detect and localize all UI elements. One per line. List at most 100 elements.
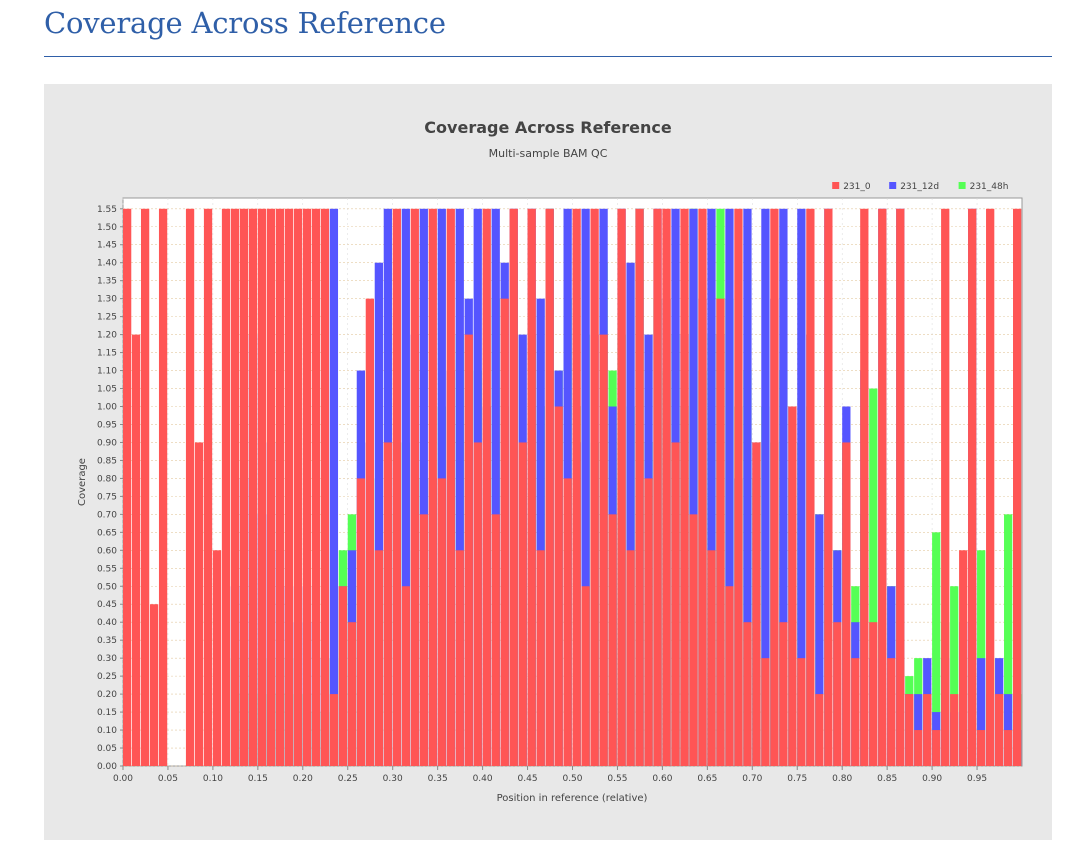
series-bar xyxy=(482,208,491,767)
series-bar xyxy=(1013,208,1022,767)
series-bar xyxy=(464,334,473,766)
series-bar xyxy=(950,586,959,766)
series-bar xyxy=(536,298,545,766)
series-bar xyxy=(581,208,590,767)
x-tick-label: 0.35 xyxy=(428,774,448,784)
y-tick-label: 0.65 xyxy=(97,528,117,538)
y-axis-label: Coverage xyxy=(77,458,88,506)
series-bar xyxy=(563,478,572,766)
series-bar xyxy=(455,208,464,767)
series-bar xyxy=(842,442,851,766)
x-axis: 0.00 0.05 0.10 0.15 0.20 0.25 0.30 0.35 0.40 0.45… xyxy=(113,766,987,784)
series-bar xyxy=(887,658,896,766)
y-tick-label: 0.05 xyxy=(97,744,117,754)
x-tick-label: 0.00 xyxy=(113,774,133,784)
series-bar xyxy=(383,442,392,766)
series-bar xyxy=(230,208,240,767)
y-tick-label: 0.25 xyxy=(97,672,117,682)
y-tick-label: 0.20 xyxy=(97,690,117,700)
y-tick-label: 0.00 xyxy=(97,762,117,772)
series-bar xyxy=(824,208,833,767)
series-bar xyxy=(491,208,500,767)
series-bar xyxy=(419,208,428,767)
series-bar xyxy=(446,208,455,767)
series-bar xyxy=(662,208,671,767)
series-bar xyxy=(689,208,698,767)
y-tick-label: 0.85 xyxy=(97,456,117,466)
series-bar xyxy=(401,208,410,767)
series-bar xyxy=(617,208,626,767)
x-tick-label: 0.20 xyxy=(293,774,313,784)
x-tick-label: 0.15 xyxy=(248,774,268,784)
series-bar xyxy=(320,208,330,767)
x-tick-label: 0.80 xyxy=(832,774,852,784)
legend-label: 231_0 xyxy=(843,182,871,192)
x-tick-label: 0.95 xyxy=(967,774,987,784)
series-bar xyxy=(869,622,878,766)
series-bar xyxy=(914,730,923,766)
series-bar xyxy=(1004,514,1013,766)
series-bar xyxy=(275,208,285,767)
y-tick-label: 0.90 xyxy=(97,438,117,448)
series-bar xyxy=(185,208,195,767)
series-bar xyxy=(977,730,986,766)
x-tick-label: 0.25 xyxy=(338,774,358,784)
chart-panel: Coverage Across Reference Multi-sample B… xyxy=(44,84,1052,840)
series-bar xyxy=(626,550,635,766)
series-bar xyxy=(365,298,375,766)
series-bar xyxy=(698,208,707,767)
x-tick-label: 0.55 xyxy=(607,774,627,784)
y-tick-label: 0.40 xyxy=(97,618,117,628)
series-bar xyxy=(941,208,950,767)
series-bar xyxy=(734,208,743,767)
series-bar xyxy=(302,208,312,767)
series-bar xyxy=(968,208,977,767)
legend-swatch xyxy=(958,182,966,189)
series-layer xyxy=(123,208,1022,767)
series-bar xyxy=(149,604,159,766)
y-tick-label: 1.25 xyxy=(97,313,117,323)
y-tick-label: 0.95 xyxy=(97,420,117,430)
series-bar xyxy=(806,208,815,767)
x-tick-label: 0.05 xyxy=(158,774,178,784)
chart-subtitle: Multi-sample BAM QC xyxy=(489,147,608,160)
x-tick-label: 0.65 xyxy=(697,774,717,784)
series-bar xyxy=(284,208,294,767)
series-bar xyxy=(536,550,545,766)
x-tick-label: 0.90 xyxy=(922,774,942,784)
series-bar xyxy=(131,334,141,766)
series-bar xyxy=(590,208,599,767)
series-bar xyxy=(707,550,716,766)
series-bar xyxy=(140,208,150,767)
series-bar xyxy=(212,550,222,766)
y-tick-label: 0.50 xyxy=(97,582,117,592)
series-bar xyxy=(1004,730,1013,766)
series-bar xyxy=(419,514,428,766)
series-bar xyxy=(743,208,752,767)
series-bar xyxy=(671,442,680,766)
y-tick-label: 0.55 xyxy=(97,564,117,574)
y-tick-label: 0.35 xyxy=(97,636,117,646)
x-tick-label: 0.60 xyxy=(652,774,672,784)
x-tick-label: 0.10 xyxy=(203,774,223,784)
series-bar xyxy=(608,514,617,766)
series-bar xyxy=(689,514,698,766)
coverage-chart: Coverage Across Reference Multi-sample B… xyxy=(77,118,1023,804)
y-tick-label: 1.30 xyxy=(97,295,117,305)
series-bar xyxy=(392,208,401,767)
series-bar xyxy=(725,586,734,766)
series-bar xyxy=(743,622,752,766)
series-bar xyxy=(356,478,366,766)
series-bar xyxy=(293,208,303,767)
legend-item: 231_12d xyxy=(889,182,939,192)
series-bar xyxy=(221,208,231,767)
y-axis: 0.00 0.05 0.10 0.15 0.20 0.25 0.30 0.35 0.40 0.45… xyxy=(97,205,123,772)
series-bar xyxy=(869,388,878,766)
series-bar xyxy=(527,208,536,767)
legend-swatch xyxy=(832,182,840,189)
legend-label: 231_12d xyxy=(900,182,939,192)
series-bar xyxy=(248,208,258,767)
series-bar xyxy=(761,208,770,767)
series-bar xyxy=(995,694,1004,766)
y-tick-label: 1.40 xyxy=(97,259,117,269)
